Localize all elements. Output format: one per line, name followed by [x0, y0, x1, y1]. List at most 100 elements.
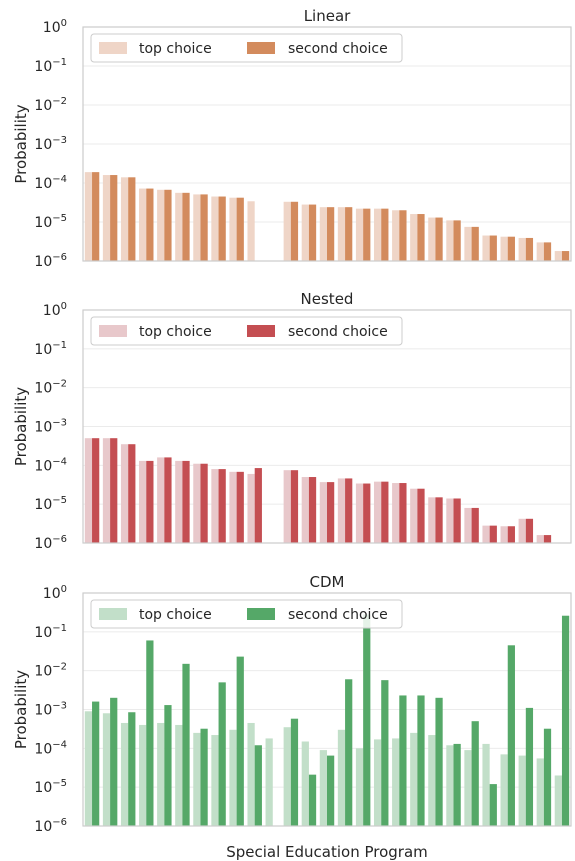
bar-top-choice: [120, 722, 129, 826]
bar-top-choice: [283, 727, 291, 826]
bar-top-choice: [247, 201, 255, 261]
bar-top-choice: [355, 208, 364, 261]
y-tick-label: 10−1: [34, 340, 67, 358]
bar-top-choice: [482, 743, 490, 826]
bar-top-choice: [464, 226, 472, 261]
bar-second-choice: [128, 444, 136, 543]
bar-top-choice: [464, 750, 472, 826]
bar-top-choice: [301, 204, 309, 261]
bar-second-choice: [543, 242, 552, 261]
bar-top-choice: [139, 188, 147, 261]
bar-top-choice: [373, 208, 382, 261]
bar-top-choice: [482, 525, 490, 543]
bar-second-choice: [146, 188, 154, 261]
bar-top-choice: [175, 460, 183, 543]
bar-top-choice: [464, 507, 472, 543]
bar-top-choice: [229, 471, 237, 543]
y-tick-label: 100: [43, 18, 67, 36]
y-tick-label: 10−6: [34, 817, 67, 835]
legend-swatch-second-choice: [247, 608, 275, 620]
bar-top-choice: [265, 738, 273, 826]
bar-second-choice: [327, 207, 335, 261]
bar-second-choice: [182, 192, 190, 261]
bar-top-choice: [247, 473, 255, 543]
legend-label-top-choice: top choice: [139, 607, 212, 623]
bar-second-choice: [561, 251, 570, 261]
bar-second-choice: [308, 477, 317, 543]
bar-top-choice: [518, 755, 526, 826]
bar-second-choice: [363, 483, 371, 543]
bar-second-choice: [200, 463, 208, 543]
legend-box: [90, 599, 403, 629]
bar-top-choice: [211, 469, 219, 543]
bar-top-choice: [84, 172, 93, 261]
bar-second-choice: [236, 471, 244, 543]
bar-top-choice: [554, 251, 562, 261]
bar-top-choice: [157, 189, 165, 261]
bar-second-choice: [453, 220, 461, 261]
y-axis-label: Probability: [12, 387, 30, 466]
y-tick-label: 10−2: [34, 662, 67, 680]
bar-second-choice: [128, 177, 136, 261]
bar-second-choice: [507, 645, 515, 826]
y-tick-label: 10−4: [34, 456, 67, 474]
bar-top-choice: [518, 237, 526, 261]
bar-top-choice: [392, 483, 400, 543]
bar-top-choice: [301, 477, 309, 543]
bar-second-choice: [146, 460, 154, 543]
bar-second-choice: [381, 208, 389, 261]
bar-top-choice: [283, 201, 291, 261]
bar-top-choice: [301, 741, 309, 826]
legend-label-second-choice: second choice: [288, 324, 388, 340]
bar-top-choice: [139, 460, 147, 543]
bar-second-choice: [327, 755, 335, 826]
legend: top choice second choice: [90, 33, 403, 63]
subplot-linear: 100 10−1 10−2 10−3 10−4 10−5 10−6 Linear Probabi…: [12, 7, 572, 270]
y-tick-label: 10−3: [34, 418, 67, 436]
legend: top choice second choice: [90, 599, 403, 629]
bar-second-choice: [290, 201, 299, 261]
bar-second-choice: [345, 679, 353, 826]
bar-second-choice: [164, 189, 172, 261]
y-tick-label: 10−2: [34, 96, 67, 114]
bar-second-choice: [543, 535, 552, 543]
subplot-cdm: 100 10−1 10−2 10−3 10−4 10−5 10−6 CDM Probabilit…: [12, 573, 572, 835]
bar-second-choice: [525, 707, 534, 826]
bar-top-choice: [410, 732, 418, 826]
bar-second-choice: [453, 743, 461, 826]
bar-top-choice: [247, 722, 255, 826]
bar-second-choice: [182, 663, 190, 826]
bar-second-choice: [435, 217, 443, 261]
y-axis-label: Probability: [12, 104, 30, 183]
bar-second-choice: [182, 460, 190, 543]
bar-top-choice: [536, 242, 544, 261]
bar-second-choice: [290, 718, 299, 826]
bar-second-choice: [489, 525, 497, 543]
bar-second-choice: [399, 210, 407, 261]
bar-top-choice: [373, 739, 382, 826]
bar-second-choice: [128, 712, 136, 826]
bar-top-choice: [536, 535, 544, 543]
bar-top-choice: [84, 711, 93, 826]
bar-top-choice: [337, 207, 346, 261]
bar-top-choice: [428, 735, 436, 826]
bar-second-choice: [435, 697, 443, 826]
y-tick-label: 10−6: [34, 534, 67, 552]
bar-second-choice: [110, 697, 118, 826]
bar-second-choice: [308, 774, 317, 826]
legend-label-top-choice: top choice: [139, 41, 212, 57]
bar-top-choice: [193, 194, 201, 261]
bar-top-choice: [283, 470, 291, 543]
bar-second-choice: [489, 235, 497, 261]
plot-frame: [82, 26, 572, 262]
y-tick-label: 10−2: [34, 379, 67, 397]
y-tick-label: 10−3: [34, 135, 67, 153]
bar-top-choice: [157, 722, 165, 826]
bar-top-choice: [410, 488, 418, 543]
bar-top-choice: [211, 196, 219, 261]
chart-title: Nested: [301, 290, 354, 308]
bar-second-choice: [399, 483, 407, 543]
bar-second-choice: [218, 196, 226, 261]
bar-second-choice: [417, 488, 425, 543]
